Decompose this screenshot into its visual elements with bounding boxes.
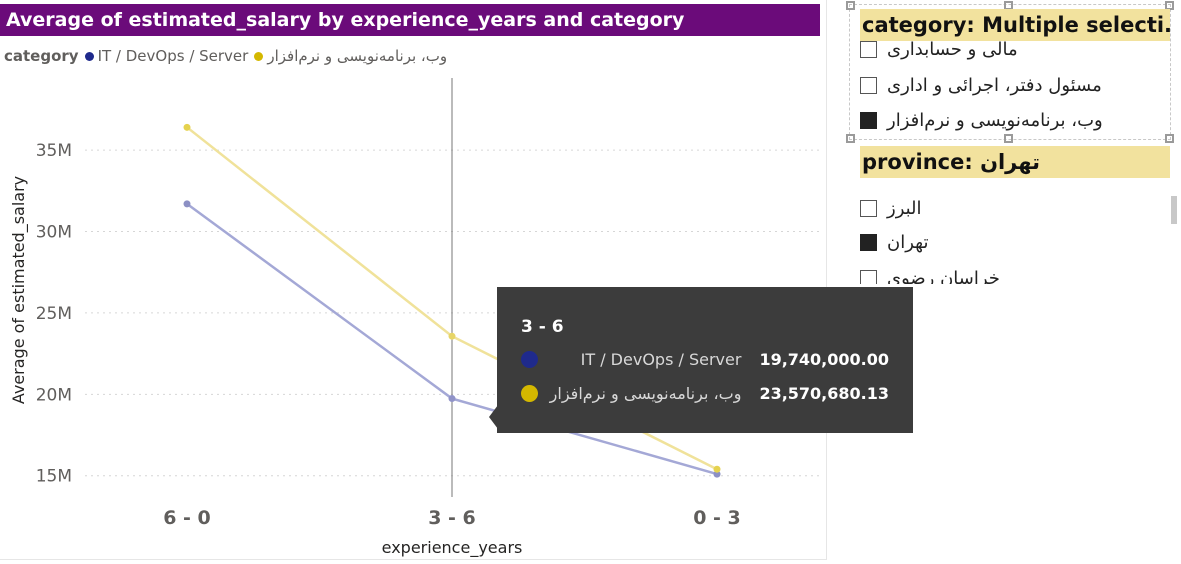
- slicer-item-office-admin[interactable]: مسئول دفتر، اجرائی و اداری: [860, 72, 1102, 98]
- data-point: [448, 332, 456, 340]
- tooltip-title: 3 - 6: [521, 317, 564, 337]
- legend-label: وب، برنامه‌نویسی و نرم‌افزار: [267, 47, 448, 65]
- y-axis-title: Average of estimated_salary: [9, 176, 29, 404]
- tooltip-arrow: [489, 405, 498, 429]
- tooltip-row-value: 23,570,680.13: [759, 383, 889, 403]
- tooltip: 3 - 6 IT / DevOps / Server 19,740,000.00…: [497, 287, 913, 433]
- tooltip-row-it-devops: IT / DevOps / Server 19,740,000.00: [521, 347, 889, 371]
- series-dot-icon: [521, 384, 538, 402]
- chart-title: Average of estimated_salary by experienc…: [0, 4, 820, 36]
- slicer-item-alborz[interactable]: البرز: [860, 195, 922, 221]
- series-dot-icon: [521, 350, 538, 368]
- checkbox-checked-icon[interactable]: [860, 111, 877, 129]
- slicer-item-label: تهران: [887, 231, 929, 253]
- slicer-item-label: مسئول دفتر، اجرائی و اداری: [887, 74, 1102, 96]
- province-slicer-list[interactable]: البرز تهران خراسان رضوی: [855, 180, 1155, 284]
- legend-label: IT / DevOps / Server: [97, 47, 249, 65]
- legend-title: category: [4, 47, 79, 65]
- legend-dot-icon: [84, 51, 94, 61]
- checkbox-checked-icon[interactable]: [860, 233, 877, 251]
- y-tick-label: 35M: [36, 141, 72, 161]
- x-axis-title: experience_years: [382, 538, 523, 558]
- province-slicer-header[interactable]: province: تهران: [860, 146, 1170, 178]
- slicer-item-label: وب، برنامه‌نویسی و نرم‌افزار: [887, 109, 1103, 131]
- category-slicer-header[interactable]: category: Multiple selecti...: [860, 9, 1170, 41]
- data-point: [183, 123, 191, 131]
- slicer-item-label: خراسان رضوی: [887, 267, 1000, 285]
- resize-handle-icon[interactable]: [1165, 134, 1174, 143]
- checkbox-icon[interactable]: [860, 40, 877, 58]
- slicer-item-khorasan-razavi[interactable]: خراسان رضوی: [860, 265, 1000, 284]
- checkbox-icon[interactable]: [860, 269, 877, 284]
- legend-item-web-software[interactable]: وب، برنامه‌نویسی و نرم‌افزار: [254, 47, 447, 65]
- resize-handle-icon[interactable]: [846, 1, 855, 10]
- x-tick-label: 0 - 3: [693, 507, 741, 529]
- data-point: [713, 465, 721, 473]
- x-tick-label: 3 - 6: [428, 507, 476, 529]
- checkbox-icon[interactable]: [860, 76, 877, 94]
- tooltip-row-label: وب، برنامه‌نویسی و نرم‌افزار: [549, 383, 742, 403]
- data-point: [448, 395, 456, 403]
- slicer-item-tehran[interactable]: تهران: [860, 229, 928, 255]
- resize-handle-icon[interactable]: [1004, 134, 1013, 143]
- legend-item-it-devops[interactable]: IT / DevOps / Server: [84, 47, 249, 65]
- y-tick-label: 25M: [36, 304, 72, 324]
- tooltip-row-web-software: وب، برنامه‌نویسی و نرم‌افزار 23,570,680.…: [521, 381, 889, 405]
- slicer-item-label: مالی و حسابداری: [887, 38, 1018, 60]
- province-scrollbar[interactable]: [1171, 196, 1177, 224]
- y-tick-label: 20M: [36, 385, 72, 405]
- checkbox-icon[interactable]: [860, 199, 877, 217]
- slicer-item-finance[interactable]: مالی و حسابداری: [860, 36, 1018, 62]
- x-tick-label: 6 - 0: [163, 507, 211, 529]
- y-tick-label: 30M: [36, 223, 72, 243]
- slicer-item-label: البرز: [887, 197, 922, 219]
- legend-dot-icon: [254, 51, 264, 61]
- data-point: [183, 200, 191, 208]
- chart-legend: category IT / DevOps / Server وب، برنامه…: [4, 45, 453, 67]
- line-chart-visual[interactable]: Average of estimated_salary by experienc…: [0, 0, 827, 560]
- plot-area: 15M 20M 25M 30M 35M 6 - 0 3 - 6 0 - 3 experience…: [9, 78, 822, 558]
- tooltip-row-label: IT / DevOps / Server: [580, 349, 742, 369]
- y-tick-label: 15M: [36, 467, 72, 487]
- resize-handle-icon[interactable]: [846, 134, 855, 143]
- data-point: [713, 470, 721, 478]
- slicer-item-web-software[interactable]: وب، برنامه‌نویسی و نرم‌افزار: [860, 107, 1103, 133]
- tooltip-row-value: 19,740,000.00: [759, 349, 889, 369]
